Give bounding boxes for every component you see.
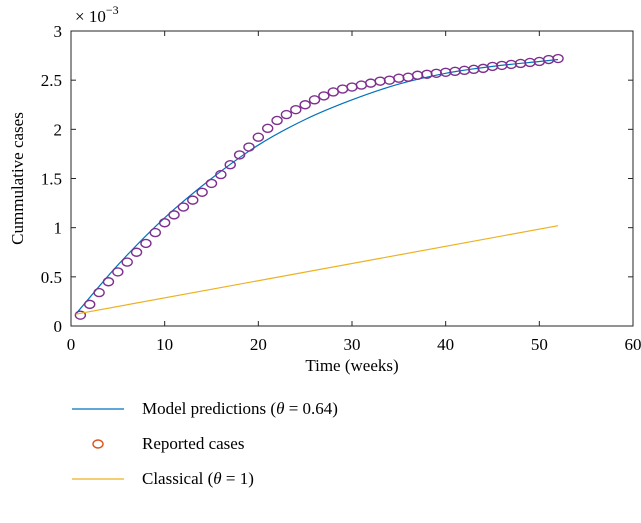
data-point xyxy=(122,258,132,266)
series-line-2 xyxy=(76,226,558,315)
y-tick-label: 1 xyxy=(54,219,63,238)
x-tick-label: 20 xyxy=(250,335,267,354)
x-tick-label: 30 xyxy=(344,335,361,354)
data-point xyxy=(403,73,413,81)
legend-reported-marker xyxy=(93,440,103,448)
y-tick-label: 2 xyxy=(54,120,63,139)
data-point xyxy=(291,106,301,114)
data-point xyxy=(375,77,385,85)
data-point xyxy=(141,239,151,247)
data-point xyxy=(356,81,366,89)
x-axis-label: Time (weeks) xyxy=(305,356,398,375)
data-point xyxy=(197,188,207,196)
y-tick-label: 0.5 xyxy=(41,268,62,287)
data-point xyxy=(384,76,394,84)
x-tick-label: 40 xyxy=(437,335,454,354)
data-point xyxy=(160,219,170,227)
data-point xyxy=(263,124,273,132)
data-point xyxy=(103,278,113,286)
data-point xyxy=(366,79,376,87)
data-point xyxy=(244,143,254,151)
data-point xyxy=(178,203,188,211)
data-point xyxy=(394,74,404,82)
data-point xyxy=(347,83,357,91)
data-point xyxy=(113,268,123,276)
data-point xyxy=(281,111,291,119)
data-point xyxy=(207,179,217,187)
x-tick-label: 60 xyxy=(625,335,641,354)
data-point xyxy=(253,133,263,141)
legend-classical-label: Classical (θ = 1) xyxy=(142,469,254,488)
data-point xyxy=(553,55,563,63)
plot-frame xyxy=(71,31,633,326)
legend-model-label: Model predictions (θ = 0.64) xyxy=(142,399,338,418)
data-point xyxy=(300,101,310,109)
data-point xyxy=(169,211,179,219)
legend-reported-label: Reported cases xyxy=(142,434,244,453)
y-tick-label: 2.5 xyxy=(41,71,62,90)
data-point xyxy=(544,56,554,64)
legend: Model predictions (θ = 0.64) Reported ca… xyxy=(72,399,338,488)
data-point xyxy=(319,92,329,100)
data-point xyxy=(85,300,95,308)
y-tick-label: 1.5 xyxy=(41,170,62,189)
y-exponent-label: × 10−3 xyxy=(75,3,119,26)
x-tick-label: 0 xyxy=(67,335,76,354)
y-axis-label: Cummulative cases xyxy=(8,112,27,245)
data-point xyxy=(413,71,423,79)
x-tick-label: 10 xyxy=(156,335,173,354)
data-point xyxy=(338,85,348,93)
plot-layer: 0 10 20 30 40 50 60 0 0.5 1 1.5 2 2.5 3 × 10−3 Time (we… xyxy=(8,3,641,375)
y-tick-label: 0 xyxy=(54,317,63,336)
data-point xyxy=(188,196,198,204)
data-point xyxy=(431,69,441,77)
data-point xyxy=(150,229,160,237)
x-tick-label: 50 xyxy=(531,335,548,354)
data-point xyxy=(272,116,282,124)
data-point xyxy=(132,248,142,256)
data-point xyxy=(310,96,320,104)
series-line-0 xyxy=(76,60,558,315)
data-point xyxy=(94,289,104,297)
y-tick-label: 3 xyxy=(54,22,63,41)
data-point xyxy=(328,88,338,96)
